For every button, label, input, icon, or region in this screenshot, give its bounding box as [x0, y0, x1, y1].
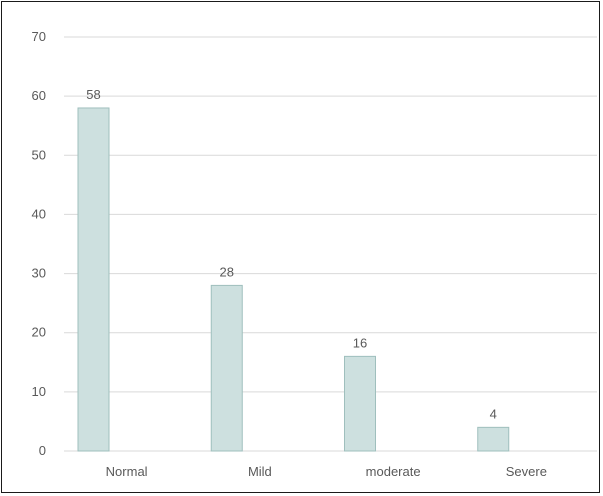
bars — [77, 107, 510, 452]
category-label: Severe — [506, 464, 547, 479]
x-axis-category-labels: Normal Mild moderate Severe — [106, 464, 547, 479]
bar-severe — [477, 426, 510, 452]
data-labels: 58 28 16 4 — [86, 87, 497, 421]
category-label: moderate — [366, 464, 421, 479]
gridlines — [64, 36, 597, 452]
category-label: Normal — [106, 464, 148, 479]
bar-moderate — [344, 355, 376, 452]
y-axis-tick-labels: 0 10 20 30 40 50 60 70 — [32, 29, 46, 458]
bar-mild — [210, 284, 243, 452]
data-label: 4 — [490, 406, 497, 421]
y-tick-label: 40 — [32, 206, 46, 221]
bar-normal — [77, 107, 110, 452]
y-tick-label: 70 — [32, 29, 46, 44]
data-label: 16 — [353, 335, 367, 350]
y-tick-label: 60 — [32, 88, 46, 103]
y-tick-label: 0 — [39, 443, 46, 458]
y-tick-label: 20 — [32, 325, 46, 340]
data-label: 58 — [86, 87, 100, 102]
data-label: 28 — [220, 264, 234, 279]
y-tick-label: 10 — [32, 384, 46, 399]
y-tick-label: 50 — [32, 147, 46, 162]
category-label: Mild — [248, 464, 272, 479]
y-tick-label: 30 — [32, 266, 46, 281]
